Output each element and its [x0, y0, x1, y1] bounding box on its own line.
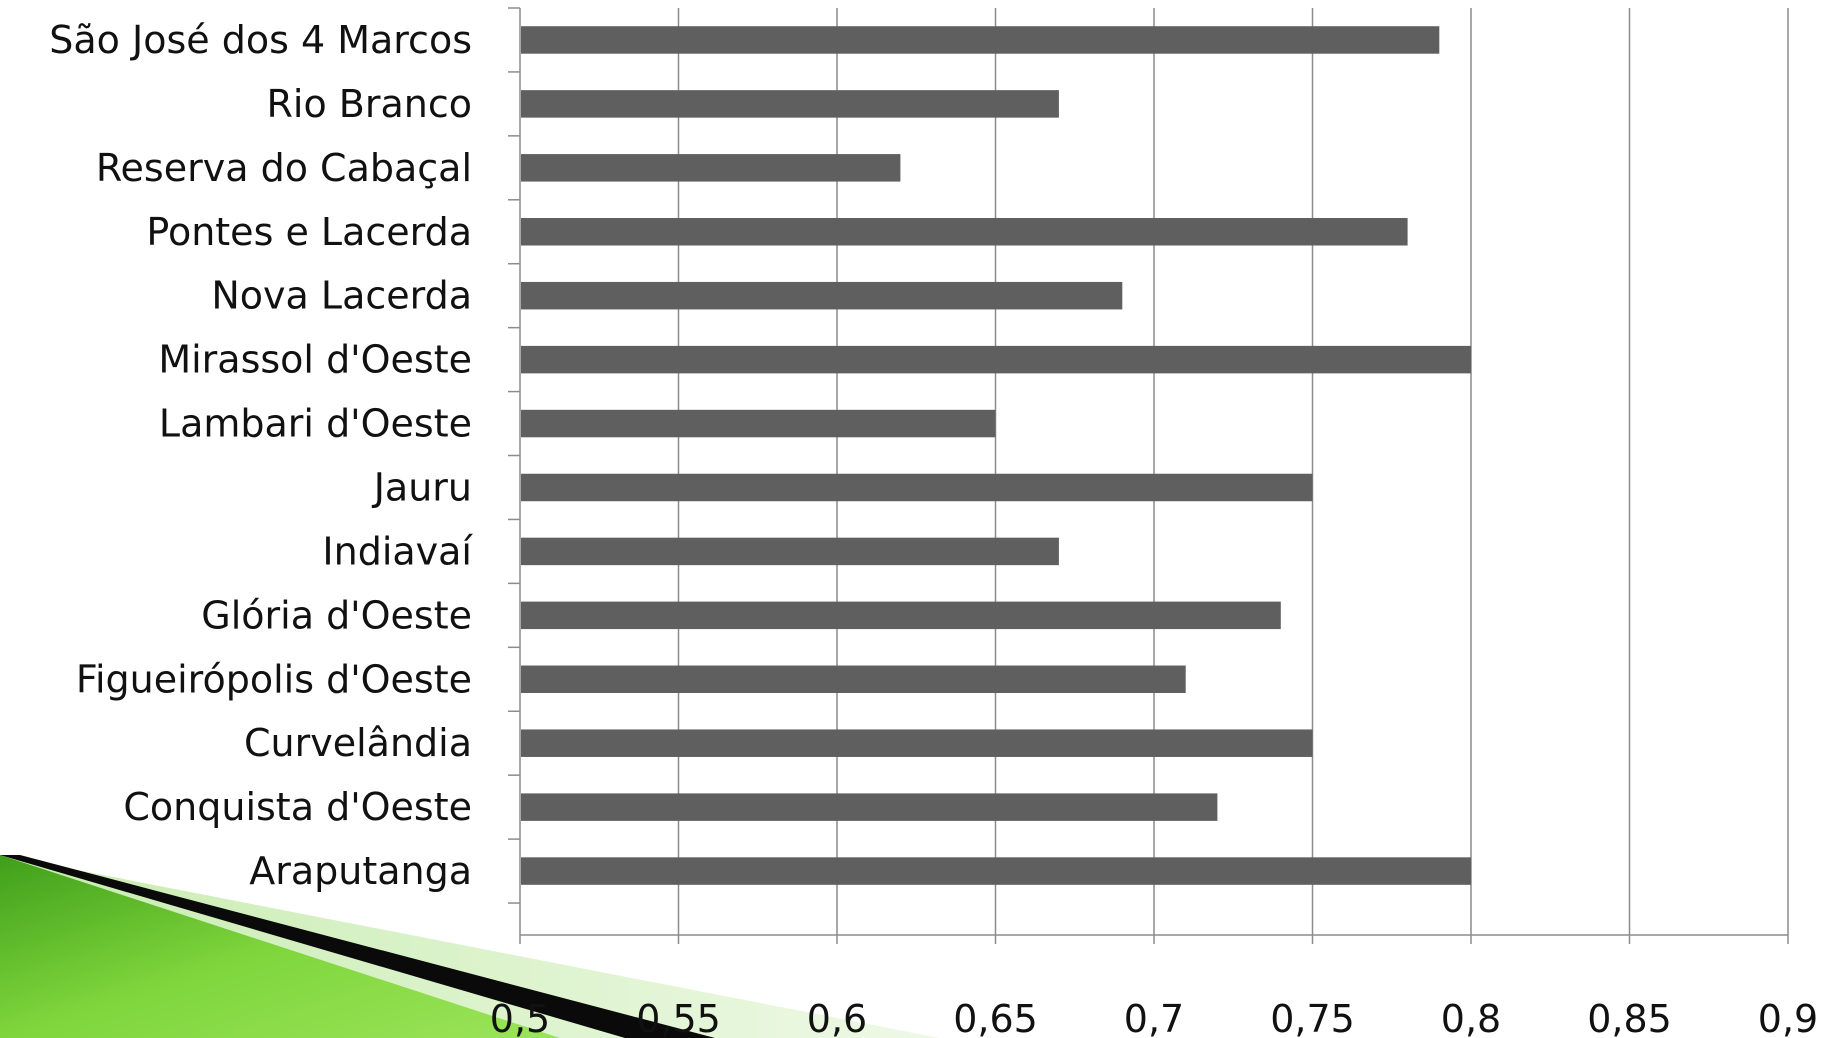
green-corner-decoration — [0, 855, 940, 1038]
category-label: Mirassol d'Oeste — [158, 338, 472, 382]
green-gradient-wedge — [0, 855, 560, 1038]
bar — [521, 665, 1186, 694]
category-label: Lambari d'Oeste — [159, 402, 472, 446]
x-tick-label: 0,85 — [1587, 997, 1672, 1038]
x-tick-label: 0,5 — [490, 997, 550, 1038]
category-label: São José dos 4 Marcos — [49, 18, 472, 62]
bars — [521, 26, 1471, 885]
bar — [521, 793, 1218, 821]
category-label: Curvelândia — [244, 721, 472, 765]
x-tick-label: 0,75 — [1270, 997, 1355, 1038]
category-labels: Araputanga Conquista d'Oeste Curvelândia Fi… — [49, 18, 473, 893]
category-label: Araputanga — [249, 849, 472, 893]
x-tick-label: 0,9 — [1758, 997, 1818, 1038]
bar — [521, 409, 996, 438]
x-tick-label: 0,6 — [807, 997, 867, 1038]
category-label: Nova Lacerda — [211, 274, 472, 318]
x-tick-label: 0,55 — [636, 997, 721, 1038]
axes — [508, 7, 1789, 944]
category-label: Pontes e Lacerda — [146, 210, 472, 254]
category-label: Glória d'Oeste — [201, 593, 472, 637]
category-label: Conquista d'Oeste — [123, 785, 472, 829]
x-tick-label: 0,7 — [1124, 997, 1184, 1038]
category-label: Figueirópolis d'Oeste — [76, 657, 472, 701]
category-label: Jauru — [372, 465, 472, 509]
x-tick-label: 0,65 — [953, 997, 1038, 1038]
bar — [521, 345, 1471, 374]
bar — [521, 729, 1313, 757]
bar — [521, 537, 1059, 566]
x-tick-label: 0,8 — [1441, 997, 1501, 1038]
bar — [521, 857, 1471, 885]
category-label: Indiavaí — [322, 529, 473, 573]
category-label: Reserva do Cabaçal — [96, 146, 472, 190]
category-label: Rio Branco — [267, 82, 473, 126]
bar — [521, 26, 1440, 54]
x-tick-labels: 0,5 0,55 0,6 0,65 0,7 0,75 0,8 0,85 0,9 — [490, 997, 1818, 1038]
bar — [521, 281, 1123, 310]
black-arrow-wedge — [0, 855, 715, 1038]
bar — [521, 90, 1059, 118]
bar — [521, 154, 901, 182]
bar — [521, 218, 1408, 246]
bar — [521, 473, 1313, 502]
bar — [521, 601, 1281, 630]
